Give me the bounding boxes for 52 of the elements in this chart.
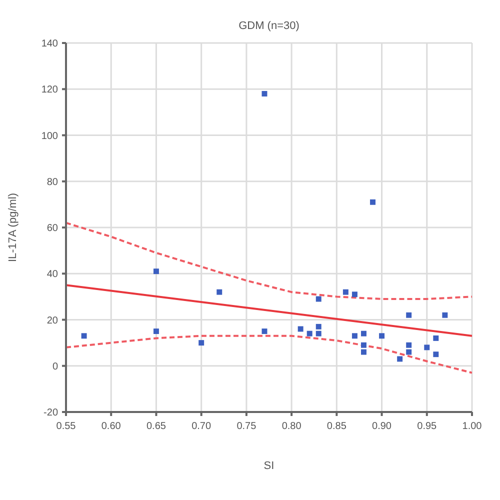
point — [360, 342, 366, 348]
point — [442, 312, 448, 318]
point — [352, 292, 358, 298]
x-tick-label: 0.80 — [282, 421, 302, 432]
x-tick-label: 0.75 — [236, 421, 257, 432]
point — [379, 333, 385, 339]
y-tick-label: 80 — [46, 176, 58, 188]
point — [316, 330, 322, 336]
point — [262, 91, 268, 96]
x-tick-label: 0.70 — [192, 421, 212, 432]
chart-title: GDM (n=30) — [238, 19, 300, 33]
point — [153, 328, 159, 334]
y-tick-label: 40 — [46, 269, 58, 280]
point — [216, 289, 222, 295]
point — [81, 333, 87, 339]
point — [433, 352, 439, 358]
x-tick-label: 0.85 — [326, 421, 347, 432]
x-tick-label: 0.65 — [146, 421, 166, 432]
point — [433, 335, 439, 341]
point — [397, 356, 403, 362]
y-tick-label: 0 — [52, 361, 58, 372]
x-tick-label: 0.55 — [56, 421, 76, 432]
point — [306, 330, 312, 336]
line-series — [66, 334, 472, 374]
point — [360, 349, 366, 355]
point — [352, 333, 358, 339]
line-series — [66, 222, 472, 300]
x-tick-label: 0.95 — [417, 421, 438, 432]
point — [360, 330, 366, 336]
x-tick-label: 1.00 — [462, 421, 482, 432]
y-axis-title: IL-17A (pg/ml) — [7, 192, 19, 262]
y-tick-label: 140 — [41, 38, 58, 50]
y-tick-label: -20 — [44, 408, 58, 419]
point — [153, 268, 159, 274]
point — [262, 328, 268, 334]
point — [406, 342, 412, 348]
y-tick-label: 100 — [41, 130, 58, 142]
y-tick-label: 60 — [46, 223, 58, 234]
point — [198, 340, 204, 346]
point — [316, 324, 322, 330]
point — [424, 344, 430, 350]
x-axis-title: SI — [264, 460, 274, 472]
point — [342, 289, 348, 295]
point — [298, 326, 304, 332]
x-tick-label: 0.60 — [101, 421, 122, 432]
point — [406, 312, 412, 318]
x-tick-label: 0.90 — [372, 421, 392, 432]
y-tick-label: 20 — [46, 315, 58, 326]
point — [316, 296, 322, 302]
y-tick-label: 120 — [41, 84, 58, 96]
point — [406, 349, 412, 355]
point — [370, 199, 376, 205]
